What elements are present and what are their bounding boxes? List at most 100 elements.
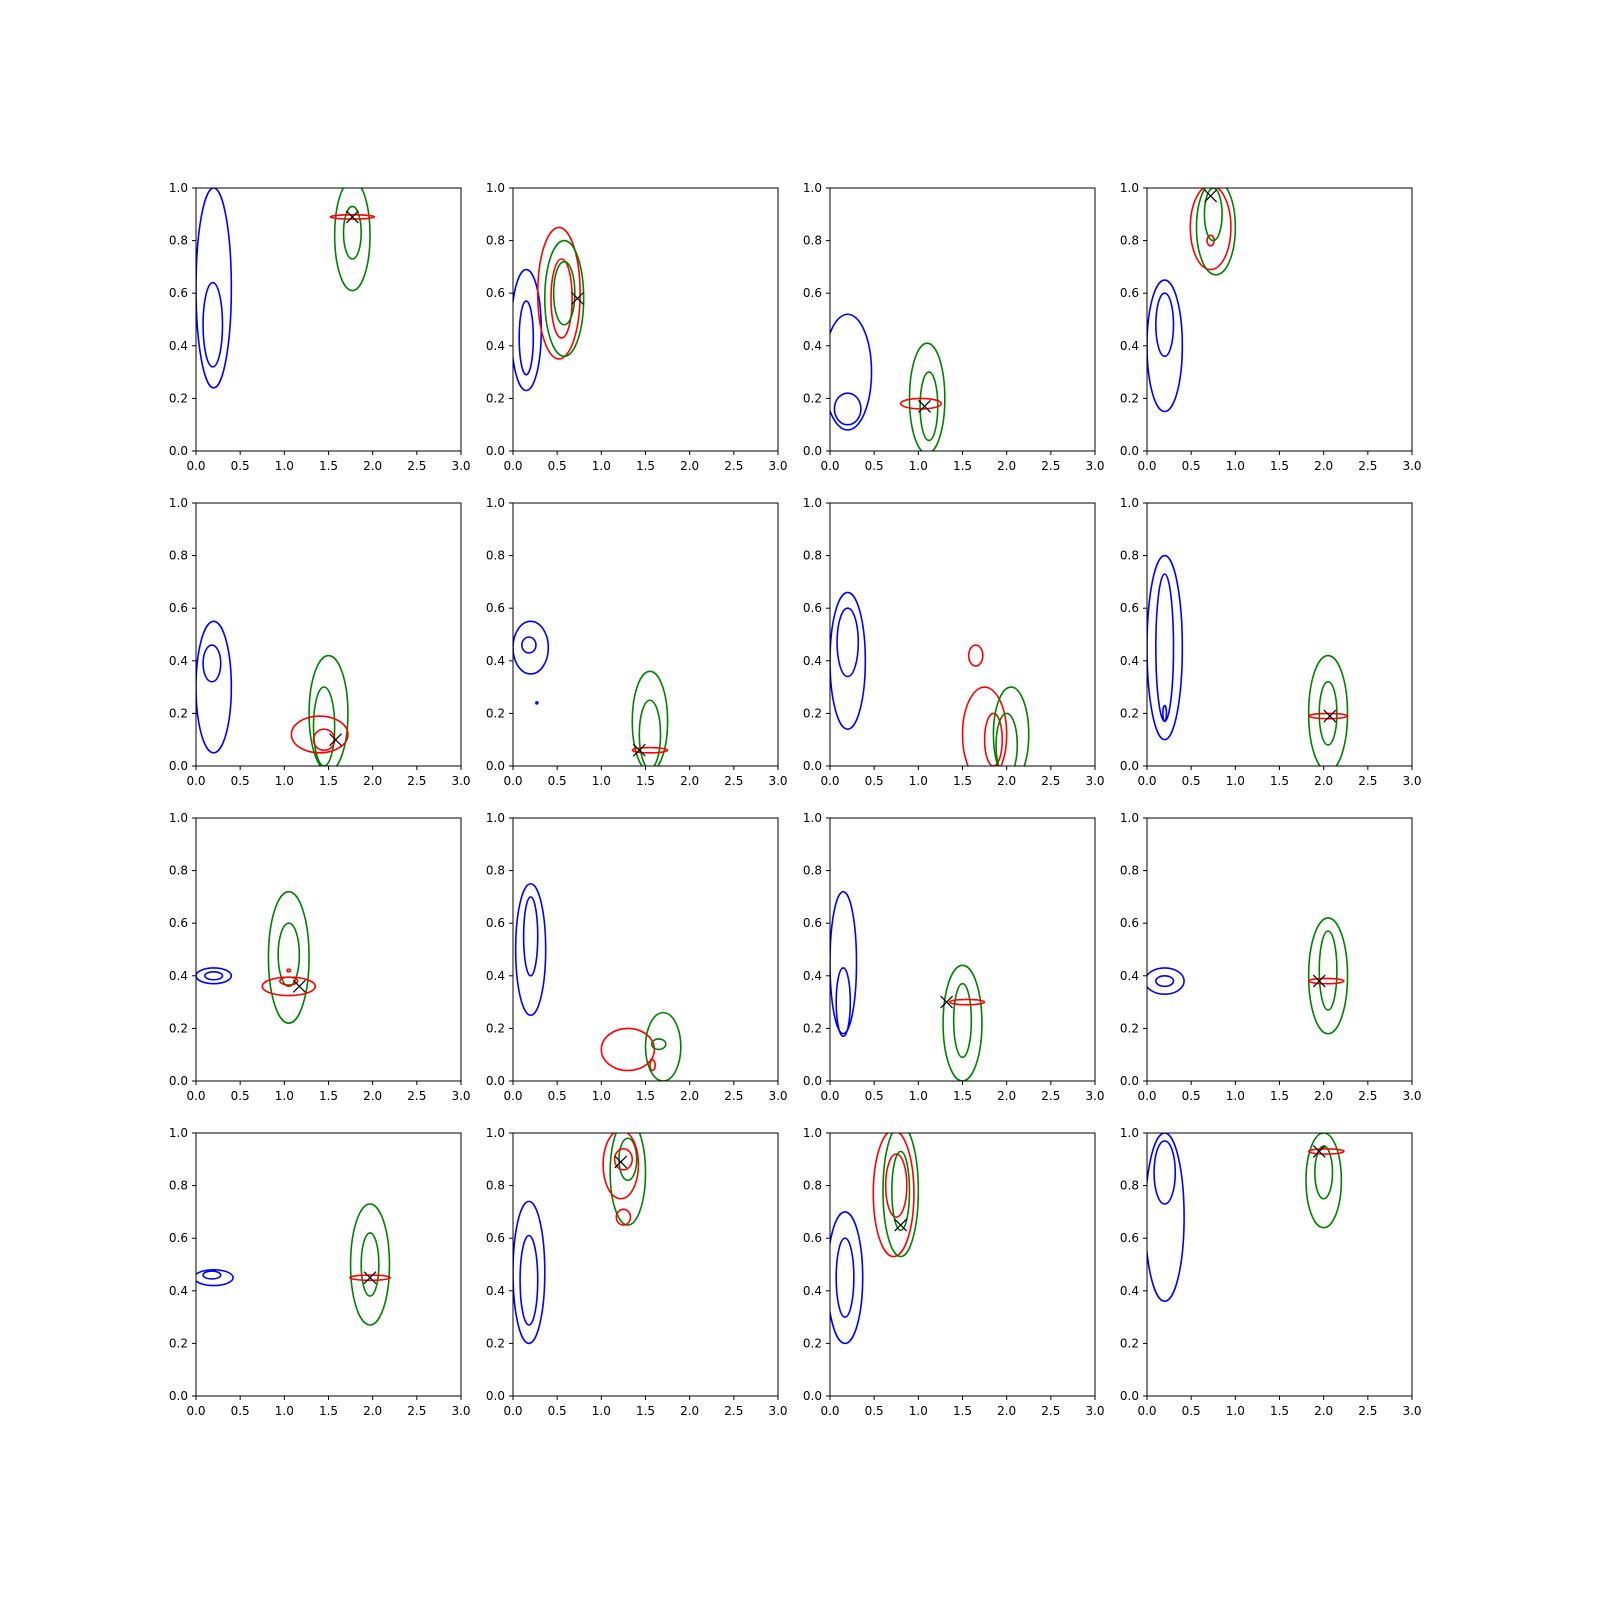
- subplot-5: 0.0 0.5 1.0 1.5 2.0 2.5 3.0 0.0 0.2 0.4 0.6 0.8 1.0: [169, 496, 471, 788]
- y-tick-label: 0.4: [1120, 969, 1139, 983]
- x-tick-label: 0.0: [820, 774, 839, 788]
- y-tick-label: 0.0: [1120, 1389, 1139, 1403]
- x-tick-label: 0.0: [820, 1404, 839, 1418]
- contour-group: [830, 313, 946, 451]
- x-tick-label: 1.0: [909, 774, 928, 788]
- x-marker: [894, 1218, 908, 1232]
- x-tick-label: 2.0: [997, 1404, 1016, 1418]
- green-contour-line: [992, 686, 1030, 766]
- y-tick-label: 0.2: [803, 1021, 822, 1035]
- blue-contour-line: [196, 1268, 234, 1287]
- y-tick-label: 0.6: [486, 601, 505, 615]
- y-tick-label: 0.0: [486, 759, 505, 773]
- x-tick-label: 3.0: [1085, 774, 1104, 788]
- y-tick-label: 0.4: [169, 969, 188, 983]
- y-tick-label: 0.6: [169, 916, 188, 930]
- x-tick-label: 0.0: [503, 774, 522, 788]
- subplot-4: 0.0 0.5 1.0 1.5 2.0 2.5 3.0 0.0 0.2 0.4 0.6 0.8 1.0: [1120, 181, 1422, 473]
- y-tick-label: 0.4: [1120, 339, 1139, 353]
- green-contour-line: [1305, 1133, 1343, 1229]
- y-tick-label: 1.0: [169, 811, 188, 825]
- green-contour-line: [349, 1203, 391, 1326]
- x-tick-label: 3.0: [451, 459, 470, 473]
- red-contour-line: [348, 1274, 392, 1282]
- x-tick-label: 2.5: [407, 774, 426, 788]
- x-tick-label: 2.0: [997, 459, 1016, 473]
- green-contour-line: [552, 260, 576, 326]
- x-tick-label: 0.0: [820, 459, 839, 473]
- y-tick-label: 0.4: [486, 654, 505, 668]
- x-tick-label: 2.5: [1358, 774, 1377, 788]
- red-contour-line: [961, 686, 1008, 766]
- x-tick-label: 0.5: [1182, 1404, 1201, 1418]
- blue-contour-line: [1147, 967, 1185, 996]
- y-tick-label: 0.8: [169, 864, 188, 878]
- y-tick-label: 0.8: [1120, 234, 1139, 248]
- x-marker: [292, 979, 306, 993]
- y-tick-label: 0.2: [486, 1336, 505, 1350]
- contour-group: [513, 226, 585, 392]
- x-tick-label: 3.0: [1402, 774, 1421, 788]
- x-tick-label: 2.5: [1358, 459, 1377, 473]
- x-tick-label: 3.0: [1085, 1089, 1104, 1103]
- blue-contour-line: [519, 1234, 539, 1326]
- y-tick-label: 0.0: [803, 1074, 822, 1088]
- green-contour-line: [891, 1150, 911, 1232]
- y-tick-label: 1.0: [1120, 1126, 1139, 1140]
- y-tick-label: 0.8: [1120, 1179, 1139, 1193]
- subplot-12: 0.0 0.5 1.0 1.5 2.0 2.5 3.0 0.0 0.2 0.4 0.6 0.8 1.0: [1120, 811, 1422, 1103]
- y-tick-label: 1.0: [486, 1126, 505, 1140]
- x-tick-label: 2.0: [363, 1404, 382, 1418]
- blue-contour-line: [202, 1270, 222, 1280]
- red-contour-line: [631, 746, 669, 754]
- red-contour-line: [279, 976, 299, 986]
- x-tick-label: 0.0: [186, 774, 205, 788]
- y-tick-label: 0.8: [486, 234, 505, 248]
- green-contour-line: [1318, 930, 1338, 1011]
- green-contour-line: [995, 712, 1019, 766]
- green-contour-line: [267, 890, 310, 1024]
- contour-group: [1147, 554, 1349, 766]
- x-tick-label: 1.0: [592, 774, 611, 788]
- x-tick-label: 2.5: [407, 459, 426, 473]
- blue-contour-line: [521, 636, 537, 654]
- subplot-14: 0.0 0.5 1.0 1.5 2.0 2.5 3.0 0.0 0.2 0.4 0.6 0.8 1.0: [486, 1126, 788, 1418]
- y-tick-label: 0.4: [169, 654, 188, 668]
- contour-group: [513, 1133, 647, 1345]
- y-tick-label: 0.0: [169, 759, 188, 773]
- contour-group: [1147, 917, 1349, 1035]
- x-tick-label: 0.5: [548, 459, 567, 473]
- contour-group: [196, 188, 376, 389]
- x-marker: [918, 399, 931, 413]
- red-contour-line: [1307, 977, 1345, 985]
- red-contour-line: [550, 258, 573, 339]
- red-contour-line: [872, 1133, 915, 1258]
- x-marker: [345, 210, 359, 224]
- red-contour-line: [600, 1027, 656, 1072]
- x-tick-label: 0.5: [548, 1404, 567, 1418]
- x-tick-label: 0.0: [1137, 1089, 1156, 1103]
- x-tick-label: 0.0: [503, 1089, 522, 1103]
- y-tick-label: 0.8: [1120, 549, 1139, 563]
- y-tick-label: 0.8: [803, 1179, 822, 1193]
- red-contour-line: [286, 968, 292, 973]
- y-tick-label: 0.0: [169, 444, 188, 458]
- red-contour-line: [884, 1153, 908, 1218]
- x-tick-label: 1.5: [319, 459, 338, 473]
- green-contour-line: [333, 188, 371, 292]
- green-contour-line: [609, 1133, 647, 1226]
- contour-group: [196, 1203, 392, 1326]
- x-tick-label: 1.0: [275, 774, 294, 788]
- x-tick-label: 0.5: [548, 774, 567, 788]
- y-tick-label: 1.0: [486, 496, 505, 510]
- x-tick-label: 3.0: [1402, 1404, 1421, 1418]
- x-tick-label: 1.5: [953, 774, 972, 788]
- contour-group: [514, 882, 682, 1081]
- y-tick-label: 0.2: [803, 706, 822, 720]
- x-marker: [1204, 189, 1218, 203]
- y-tick-label: 0.6: [803, 1231, 822, 1245]
- x-tick-label: 1.5: [636, 459, 655, 473]
- green-contour-line: [644, 1011, 682, 1081]
- x-marker: [363, 1271, 377, 1285]
- x-marker: [614, 1155, 628, 1169]
